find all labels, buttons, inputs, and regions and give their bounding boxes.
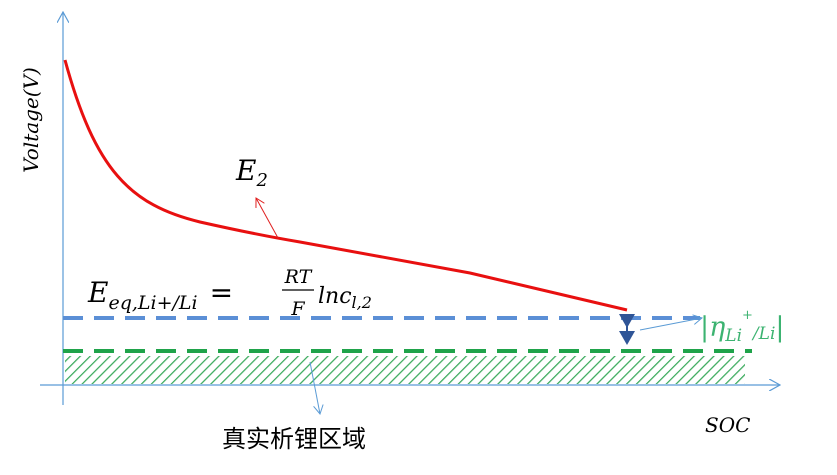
eq-numerator: RT (284, 266, 313, 288)
label-sub: 2 (255, 170, 267, 191)
label-main: E (235, 154, 256, 187)
region-label: 真实析锂区域 (222, 425, 366, 453)
plating-region (65, 356, 745, 384)
region-pointer (309, 361, 320, 414)
x-axis-label: SOC (705, 413, 750, 437)
curve-pointer (256, 198, 279, 239)
eta-slash: /Li (751, 324, 775, 344)
overpotential-label: |ηLi+/Li| (700, 308, 785, 346)
eq-rhs-main: lnc (318, 284, 352, 309)
eq-lhs: E (87, 276, 108, 309)
eta-sub: Li (724, 326, 742, 346)
eta-close: | (775, 312, 784, 343)
eq-lhs-sub: eq,Li+/Li (108, 292, 197, 314)
voltage-curve (63, 59, 628, 312)
eta-sup: + (742, 308, 753, 323)
overpotential-pointer (639, 318, 702, 331)
curve-label: E2 (235, 154, 268, 191)
y-axis-label: Voltage(V) (19, 67, 43, 173)
equation: Eeq,Li+/Li = (87, 276, 233, 314)
eq-denominator: F (290, 298, 305, 320)
eq-rhs: lncl,2 (318, 284, 372, 312)
eta-open: |η (700, 312, 725, 343)
eq-rhs-sub: l,2 (352, 293, 372, 312)
eq-equals: = (210, 276, 233, 309)
